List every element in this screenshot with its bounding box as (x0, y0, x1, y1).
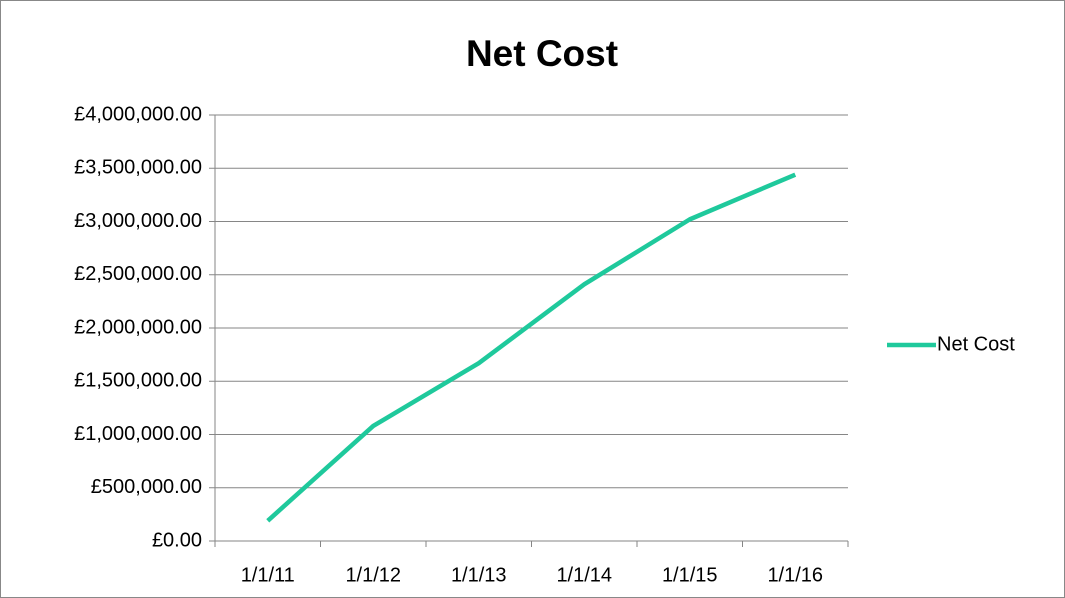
x-tick-label: 1/1/12 (345, 564, 401, 586)
y-tick-label: £0.00 (152, 529, 202, 551)
y-tick-label: £500,000.00 (91, 476, 202, 498)
y-tick-label: £1,000,000.00 (74, 423, 202, 445)
y-tick-label: £1,500,000.00 (74, 370, 202, 392)
y-tick-label: £2,500,000.00 (74, 263, 202, 285)
y-tick-label: £2,000,000.00 (74, 316, 202, 338)
x-tick-label: 1/1/15 (662, 564, 718, 586)
x-tick-label: 1/1/13 (451, 564, 507, 586)
x-tick-label: 1/1/11 (241, 564, 295, 586)
line-series (266, 172, 797, 523)
legend-label: Net Cost (937, 333, 1015, 355)
chart-title: Net Cost (466, 33, 618, 74)
x-tick-label: 1/1/16 (767, 564, 823, 586)
y-tick-label: £4,000,000.00 (74, 103, 202, 125)
y-tick-label: £3,000,000.00 (74, 210, 202, 232)
x-tick-label: 1/1/14 (556, 564, 612, 586)
y-tick-label: £3,500,000.00 (74, 157, 202, 179)
